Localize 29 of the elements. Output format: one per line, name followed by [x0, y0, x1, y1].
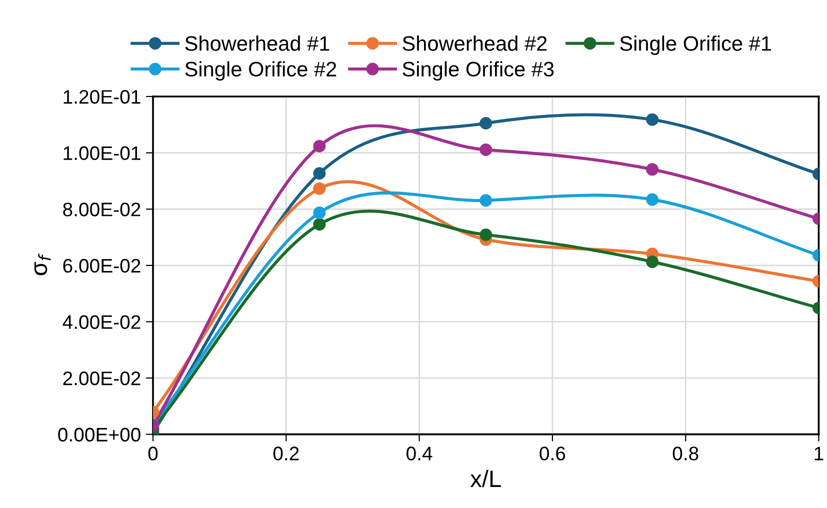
y-tick-label: 0.00E+00: [58, 428, 140, 442]
legend-label: Single Orifice #3: [402, 61, 554, 81]
legend-label: Showerhead #1: [185, 36, 330, 51]
x-tick-label: 0.6: [540, 446, 566, 460]
y-tick-label: 4.00E-02: [62, 315, 140, 329]
y-tick-label: 6.00E-02: [63, 258, 140, 273]
x-tick-label: 0: [148, 446, 158, 460]
x-tick-label: 0.2: [273, 446, 299, 460]
point: [313, 167, 326, 180]
point: [313, 140, 326, 152]
point: [480, 143, 492, 156]
x-tick-label: 1: [814, 446, 824, 460]
legend-label: Single Orifice #1: [620, 36, 771, 55]
legend-label: Single Orifice #2: [185, 61, 336, 81]
point: [480, 117, 492, 130]
x-tick-label: 0.8: [672, 446, 698, 460]
point: [480, 228, 492, 241]
y-tick-label: 2.00E-02: [63, 372, 140, 386]
point: [313, 206, 326, 220]
y-axis-title: σ$_{f}$: [34, 253, 51, 276]
point: [313, 218, 326, 231]
point: [313, 182, 326, 195]
y-tick-label: 1.00E-01: [64, 146, 140, 160]
legend-label: Showerhead #2: [402, 36, 547, 51]
x-axis-title: x/L: [470, 470, 501, 488]
y-tick-label: 1.20E-01: [64, 90, 140, 104]
point: [480, 194, 492, 207]
y-tick-label: 8.00E-02: [63, 202, 140, 216]
x-tick-label: 0.4: [406, 446, 432, 460]
